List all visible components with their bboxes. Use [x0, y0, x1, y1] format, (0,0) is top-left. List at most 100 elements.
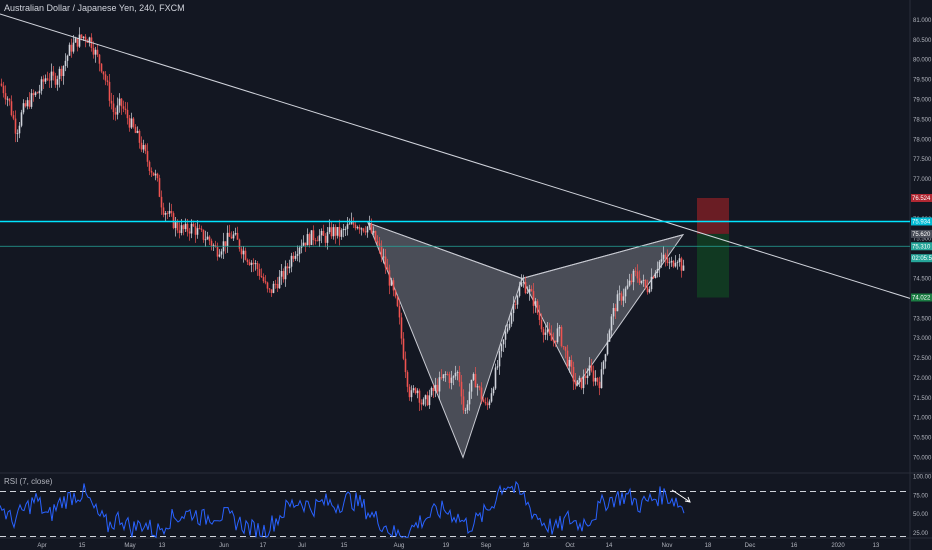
candle-body [0, 83, 3, 86]
candle-body [436, 384, 439, 392]
candle-body [500, 344, 503, 352]
candle-body [296, 254, 299, 256]
price-tick-label: 71.500 [913, 396, 932, 402]
rsi-line [0, 480, 685, 539]
candle-body [518, 286, 521, 296]
candle-body [556, 328, 559, 343]
time-tick-label: Apr [37, 543, 46, 549]
candle-body [396, 296, 399, 307]
candle-body [648, 289, 651, 293]
candle-body [144, 145, 147, 152]
candle-body [602, 361, 605, 370]
time-tick-label: Oct [565, 543, 575, 549]
candle-body [364, 231, 367, 233]
time-tick-label: May [124, 543, 135, 549]
candle-body [568, 359, 571, 367]
candle-body [572, 366, 575, 382]
candle-body [368, 224, 371, 227]
candlestick-series [0, 27, 685, 414]
candle-body [6, 98, 9, 100]
candle-body [40, 79, 43, 91]
time-tick-label: Aug [394, 543, 405, 549]
chart-title: Australian Dollar / Japanese Yen, 240, F… [4, 3, 185, 13]
candle-body [450, 377, 453, 383]
candle-body [282, 271, 285, 280]
candle-body [260, 275, 263, 278]
candle-body [188, 231, 191, 234]
rsi-tick-label: 100.00 [913, 475, 932, 481]
candle-body [496, 366, 499, 368]
candle-body [674, 262, 677, 267]
candle-body [8, 98, 11, 102]
price-axis[interactable]: 70.000 70.500 71.000 71.500 72.000 72.500 73.0… [913, 18, 932, 462]
candle-body [636, 271, 639, 279]
candle-body [520, 282, 523, 287]
candle-body [316, 240, 319, 242]
candle-body [476, 386, 479, 388]
candle-body [356, 227, 359, 229]
price-tick-label: 73.000 [913, 336, 932, 342]
candle-body [286, 266, 289, 269]
price-tick-label: 81.000 [913, 18, 932, 24]
candle-body [50, 71, 53, 81]
time-tick-label: Dec [745, 543, 756, 549]
candle-body [658, 261, 661, 269]
candle-body [226, 232, 229, 247]
candle-body [584, 376, 587, 379]
candle-body [170, 210, 173, 214]
candle-body [652, 276, 655, 278]
price-tag-box [911, 229, 932, 238]
candle-body [200, 228, 203, 230]
candle-body [14, 118, 17, 134]
candle-body [508, 323, 511, 329]
candle-body [88, 37, 91, 43]
candle-body [38, 90, 41, 94]
candle-body [252, 262, 255, 265]
candle-body [430, 387, 433, 396]
candle-body [110, 100, 113, 104]
candle-body [664, 254, 667, 258]
candle-body [348, 223, 351, 225]
candle-body [408, 386, 411, 398]
candle-body [292, 255, 295, 259]
candle-body [462, 396, 465, 411]
price-tag-label: 76.524 [912, 196, 931, 202]
price-tick-label: 78.500 [913, 117, 932, 123]
candle-body [126, 109, 129, 119]
candle-body [146, 151, 149, 162]
candle-body [58, 68, 61, 80]
candle-body [650, 276, 653, 290]
candle-body [594, 377, 597, 382]
candle-body [592, 370, 595, 382]
candle-body [234, 232, 237, 235]
candle-body [98, 54, 101, 64]
candle-body [314, 240, 317, 241]
candle-body [580, 377, 583, 389]
candle-body [510, 313, 513, 324]
candle-body [414, 388, 417, 394]
candle-body [186, 223, 189, 232]
time-tick-label: Jun [219, 543, 229, 549]
candle-body [622, 296, 625, 301]
pattern-triangle-bcd [521, 233, 685, 387]
candle-body [624, 288, 627, 297]
candle-body [298, 247, 301, 255]
rsi-divergence-arrow [671, 489, 691, 503]
price-tick-label: 79.000 [913, 98, 932, 104]
rsi-pane [0, 480, 910, 539]
rsi-axis[interactable]: 25.00 50.00 75.00 100.00 [913, 475, 932, 537]
time-axis[interactable]: Apr 15 May 13 Jun 17 Jul 15 Aug 19 Sep 16 Oct 14 Nov 18… [37, 543, 880, 549]
candle-body [390, 280, 393, 286]
price-tag-label: 75.620 [912, 232, 931, 238]
candle-body [48, 79, 51, 81]
candle-body [590, 365, 593, 371]
candle-body [278, 276, 281, 289]
candle-body [360, 228, 363, 230]
candle-body [524, 282, 527, 294]
candle-body [578, 377, 581, 381]
candle-body [266, 282, 269, 289]
candle-body [258, 269, 261, 276]
candle-body [56, 79, 59, 85]
